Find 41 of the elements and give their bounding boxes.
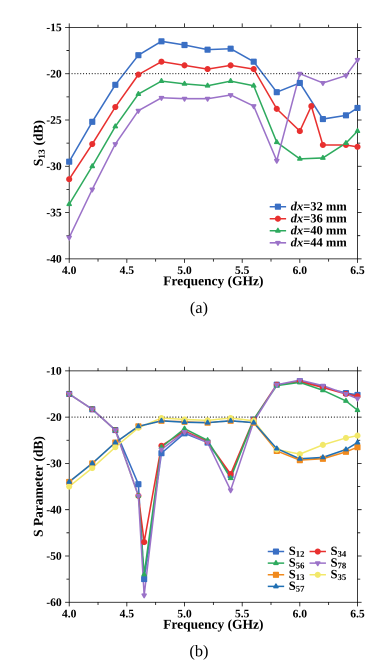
y-tick-label: -10 xyxy=(46,366,62,375)
y-tick-label: -35 xyxy=(46,208,62,216)
legend-label: dx=40 mm xyxy=(290,226,347,235)
y-tick-label: -15 xyxy=(46,24,62,32)
x-tick-label: 6.5 xyxy=(350,610,364,618)
legend-label: S$_{13}$ xyxy=(289,570,304,580)
y-tick-label: -20 xyxy=(46,70,62,78)
legend-label: dx=44 mm xyxy=(290,238,347,247)
y-axis-title: S Parameter (dB) xyxy=(33,436,46,536)
x-tick-label: 4.5 xyxy=(120,610,134,618)
y-tick-label: -40 xyxy=(46,506,62,514)
legend-label: S$_{35}$ xyxy=(331,570,346,580)
legend-label: S$_{78}$ xyxy=(331,558,346,568)
legend-label: dx=32 mm xyxy=(290,202,347,210)
x-tick-label: 5.5 xyxy=(235,266,249,274)
legend-label: S$_{12}$ xyxy=(289,546,304,557)
legend-label: S$_{56}$ xyxy=(289,558,304,568)
legend-label: S$_{34}$ xyxy=(331,546,346,557)
x-tick-label: 5.0 xyxy=(178,610,192,618)
x-tick-label: 6.5 xyxy=(350,266,364,274)
x-tick-label: 4.5 xyxy=(120,266,134,274)
x-tick-label: 5.5 xyxy=(235,610,249,618)
y-tick-label: -25 xyxy=(46,116,62,124)
legend-label: S$_{57}$ xyxy=(289,582,304,592)
x-tick-label: 6.0 xyxy=(293,610,307,618)
y-axis-title: S$_{13}$ (dB) xyxy=(33,120,46,166)
legend-label: dx=36 mm xyxy=(290,214,347,222)
x-tick-label: 6.0 xyxy=(293,266,307,274)
y-tick-label: -40 xyxy=(46,254,62,263)
y-tick-label: -30 xyxy=(46,162,62,170)
text: (b) xyxy=(190,644,208,660)
y-tick-label: -30 xyxy=(46,460,62,468)
y-tick-label: -50 xyxy=(46,552,62,560)
x-tick-label: 4.0 xyxy=(62,266,76,274)
y-tick-label: -60 xyxy=(46,598,62,606)
x-tick-label: 4.0 xyxy=(62,610,76,618)
y-tick-label: -20 xyxy=(46,413,62,421)
x-tick-label: 5.0 xyxy=(178,266,192,274)
x-axis-title: Frequency (GHz) xyxy=(164,619,263,632)
text: (a) xyxy=(190,302,208,316)
x-axis-title: Frequency (GHz) xyxy=(164,276,263,288)
